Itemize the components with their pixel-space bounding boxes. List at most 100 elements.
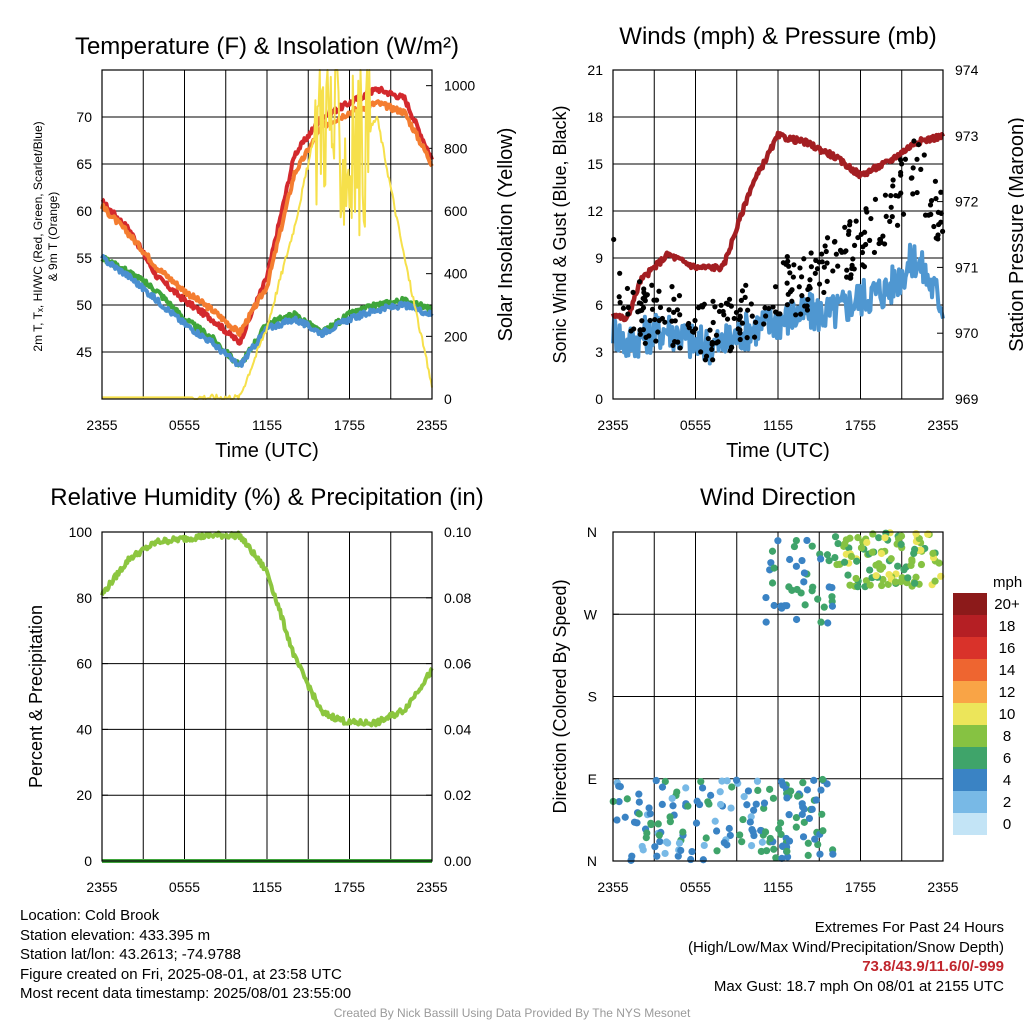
gust-point	[807, 285, 813, 291]
gust-point	[921, 152, 927, 158]
gust-point	[636, 300, 642, 306]
gust-point	[927, 202, 934, 208]
direction-point	[866, 581, 874, 589]
y-right-tick-label: 971	[955, 259, 979, 275]
direction-point	[808, 587, 816, 595]
direction-point	[725, 824, 733, 833]
y-tick-label: 40	[76, 721, 92, 737]
direction-point	[793, 585, 801, 594]
gust-point	[932, 178, 938, 184]
gust-point	[718, 302, 724, 308]
gust-point	[710, 298, 716, 304]
direction-point	[812, 796, 820, 804]
y-tick-label: 70	[76, 109, 92, 125]
gust-point	[705, 335, 711, 342]
gust-point	[897, 157, 904, 163]
direction-point	[760, 799, 769, 807]
gust-point	[772, 284, 779, 290]
direction-point	[823, 551, 832, 559]
direction-point	[653, 852, 661, 860]
gust-point	[639, 318, 645, 324]
direction-point	[661, 849, 669, 858]
gust-point	[789, 298, 795, 304]
extremes-values: 73.8/43.9/11.6/0/-999	[862, 958, 1004, 976]
gust-point	[713, 332, 720, 338]
y-tick-label: 18	[587, 109, 603, 125]
direction-point	[884, 580, 892, 588]
gust-point	[933, 235, 939, 241]
gust-point	[819, 251, 825, 257]
direction-point	[904, 574, 912, 582]
gust-point	[816, 281, 823, 287]
gust-point	[880, 233, 886, 239]
gust-point	[784, 254, 790, 260]
direction-point	[655, 831, 663, 839]
gust-point	[742, 294, 748, 301]
x-tick-label: 1755	[334, 879, 365, 895]
gust-point	[731, 315, 737, 322]
direction-point	[777, 778, 786, 786]
direction-point	[819, 827, 827, 835]
direction-point	[645, 804, 653, 812]
gust-point	[807, 277, 813, 283]
x-tick-label: 1155	[763, 879, 793, 895]
direction-point	[772, 854, 780, 862]
direction-point	[753, 777, 762, 785]
gust-point	[812, 270, 818, 276]
gust-point	[872, 196, 879, 202]
direction-point	[831, 553, 839, 562]
direction-point	[647, 819, 655, 827]
y-axis-label: Sonic Wind & Gust (Blue, Black)	[550, 105, 570, 363]
direction-point	[814, 840, 822, 849]
gust-point	[935, 209, 941, 215]
direction-point	[897, 578, 905, 586]
direction-point	[777, 830, 785, 839]
direction-point	[697, 778, 705, 786]
direction-point	[868, 548, 876, 556]
y-tick-label: 45	[76, 344, 92, 360]
gust-point	[630, 289, 636, 295]
direction-point	[818, 775, 827, 784]
gust-point	[653, 297, 660, 303]
gust-point	[914, 156, 920, 162]
direction-point	[718, 777, 726, 785]
gust-point	[824, 235, 831, 241]
direction-point	[785, 811, 793, 819]
direction-point	[783, 847, 791, 855]
direction-point	[887, 555, 895, 563]
direction-point	[790, 542, 799, 551]
direction-point	[917, 560, 926, 569]
direction-point	[854, 534, 862, 542]
gust-point	[787, 270, 793, 276]
gust-point	[703, 353, 710, 359]
latlon-text: Station lat/lon: 43.2613; -74.9788	[20, 946, 242, 964]
gust-point	[709, 346, 715, 352]
direction-point	[736, 831, 744, 839]
x-tick-label: 0555	[680, 879, 711, 895]
colorbar-label: 12	[999, 684, 1016, 701]
gust-point	[849, 262, 855, 268]
direction-point	[817, 786, 825, 794]
direction-point	[799, 833, 808, 841]
direction-point	[778, 604, 786, 612]
y-tick-label: 80	[76, 590, 92, 606]
series-line-station-pressure	[610, 130, 946, 323]
direction-point	[726, 831, 734, 840]
gust-point	[864, 209, 870, 215]
direction-point	[749, 828, 757, 836]
x-axis-label: Time (UTC)	[215, 440, 319, 462]
y-right-tick-label: 0.10	[444, 524, 471, 540]
direction-point	[778, 854, 786, 862]
gust-point	[938, 189, 944, 195]
direction-point	[668, 794, 676, 803]
gust-point	[859, 249, 866, 256]
direction-point	[739, 815, 747, 824]
gust-point	[753, 319, 759, 325]
x-tick-label: 2355	[86, 879, 117, 895]
gust-point	[814, 266, 821, 272]
direction-point	[811, 835, 819, 843]
colorbar-label: 0	[1003, 816, 1011, 833]
direction-point	[702, 834, 710, 842]
direction-point	[699, 856, 707, 864]
gust-point	[674, 307, 681, 313]
